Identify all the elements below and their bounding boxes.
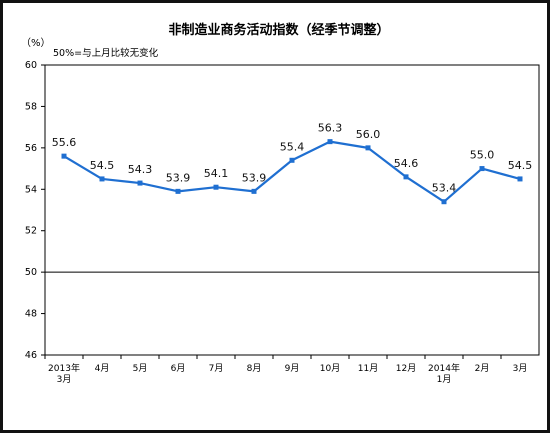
data-point: [327, 139, 333, 145]
y-tick-label: 48: [25, 309, 37, 320]
x-tick-label: 2月: [475, 363, 490, 374]
data-label: 54.3: [128, 163, 153, 176]
data-point: [479, 166, 485, 172]
data-label: 54.5: [508, 159, 533, 172]
data-label: 55.4: [280, 140, 305, 153]
y-tick-label: 60: [25, 60, 37, 71]
x-tick-label: 3月: [513, 363, 528, 374]
x-tick-label: 2014年: [428, 362, 460, 374]
data-point: [137, 180, 143, 186]
data-label: 55.6: [52, 136, 77, 149]
data-label: 55.0: [470, 149, 495, 162]
data-point: [213, 184, 219, 190]
y-tick-label: 46: [25, 350, 37, 361]
data-label: 54.6: [394, 157, 419, 170]
line-chart: 非制造业商务活动指数（经季节调整） （%） 50%=与上月比较无变化 46 48 5…: [21, 22, 540, 385]
x-tick-label: 1月: [437, 374, 452, 385]
data-point: [251, 188, 257, 194]
data-point: [61, 153, 67, 159]
chart-title: 非制造业商务活动指数（经季节调整）: [168, 22, 389, 38]
x-tick-label: 9月: [285, 363, 300, 374]
data-label: 53.9: [242, 171, 267, 184]
y-tick-label: 58: [25, 101, 37, 112]
data-point: [441, 199, 447, 205]
data-label: 56.0: [356, 128, 381, 141]
x-tick-label: 4月: [95, 363, 110, 374]
data-point: [99, 176, 105, 182]
plot-area: [44, 64, 540, 356]
data-label: 53.9: [166, 171, 191, 184]
data-point: [517, 176, 523, 182]
x-tick-label: 11月: [358, 363, 378, 374]
y-tick-label: 54: [25, 184, 37, 195]
data-label: 54.5: [90, 159, 115, 172]
x-tick-label: 3月: [57, 374, 72, 385]
series-line: 55.6 54.5 54.3 53.9 54.1 53.9 55.4 56.3 56.0 54.6…: [52, 122, 533, 205]
data-point: [403, 174, 409, 180]
data-point: [289, 157, 295, 163]
data-point: [365, 145, 371, 151]
chart-annotation: 50%=与上月比较无变化: [53, 47, 159, 59]
y-tick-label: 50: [25, 267, 37, 278]
y-tick-label: 52: [25, 226, 37, 237]
data-label: 53.4: [432, 182, 457, 195]
data-point: [175, 188, 181, 194]
y-axis: 46 48 50 52 54 56 58 60: [25, 60, 45, 361]
x-tick-label: 2013年: [48, 362, 80, 374]
x-tick-label: 12月: [396, 363, 416, 374]
data-label: 56.3: [318, 122, 343, 135]
y-unit-label: （%）: [21, 37, 51, 49]
x-tick-label: 8月: [247, 363, 262, 374]
x-tick-label: 6月: [171, 363, 186, 374]
x-tick-label: 7月: [209, 363, 224, 374]
y-tick-label: 56: [25, 143, 37, 154]
x-tick-label: 5月: [133, 363, 148, 374]
data-label: 54.1: [204, 167, 229, 180]
x-tick-label: 10月: [320, 363, 340, 374]
